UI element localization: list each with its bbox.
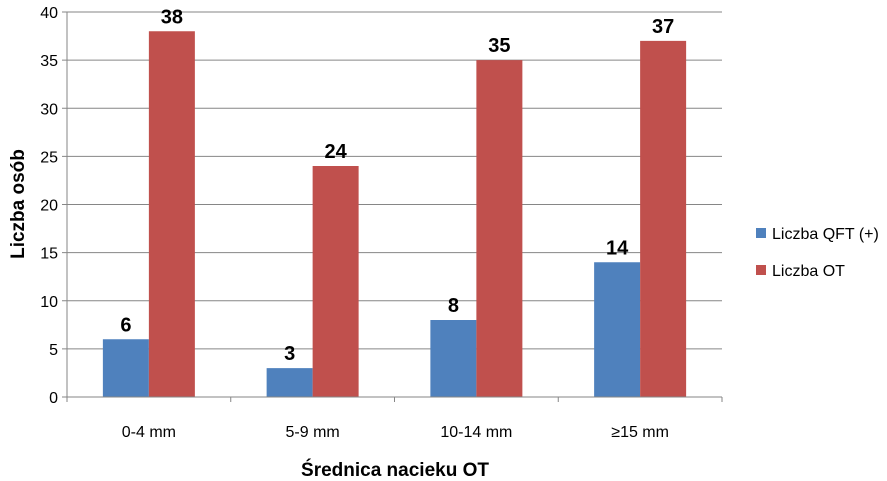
legend-swatch: [756, 228, 766, 238]
y-tick-label: 40: [40, 5, 58, 22]
data-label: 14: [606, 237, 629, 259]
y-axis-title: Liczba osób: [8, 149, 29, 259]
bar-qft: [594, 262, 641, 397]
x-tick-label: 10-14 mm: [440, 424, 512, 441]
y-tick-label: 35: [40, 53, 58, 70]
y-tick-label: 10: [40, 294, 58, 311]
y-tick-label: 5: [49, 342, 58, 359]
x-tick-label: ≥15 mm: [611, 424, 669, 441]
data-label: 8: [448, 295, 459, 317]
data-label: 24: [325, 141, 348, 163]
bar-qft: [102, 339, 149, 397]
x-tick-label: 0-4 mm: [122, 424, 176, 441]
data-label: 35: [488, 35, 510, 57]
bar-qft: [430, 320, 477, 397]
bar-ot: [640, 40, 687, 397]
x-axis-title: Średnica nacieku OT: [301, 459, 489, 481]
y-tick-label: 30: [40, 101, 58, 118]
y-tick-label: 15: [40, 246, 58, 263]
data-label: 3: [284, 343, 295, 365]
data-label: 38: [161, 6, 183, 28]
y-tick-label: 25: [40, 149, 58, 166]
y-tick-label: 0: [49, 390, 58, 407]
bars: [102, 31, 687, 397]
bar-ot: [312, 166, 359, 397]
data-labels: 6 38 3 24 8 35 14 37: [120, 6, 674, 365]
bar-ot: [148, 31, 195, 397]
legend-label: Liczba QFT (+): [772, 226, 879, 243]
data-label: 37: [652, 16, 674, 38]
y-axis-ticks: 0 5 10 15 20 25 30 35 40: [40, 5, 67, 407]
bar-qft: [266, 368, 313, 397]
legend-label: Liczba OT: [772, 263, 845, 280]
y-tick-label: 20: [40, 198, 58, 215]
legend-swatch: [756, 265, 766, 275]
data-label: 6: [120, 314, 131, 336]
bar-ot: [476, 60, 523, 397]
x-tick-label: 5-9 mm: [286, 424, 340, 441]
legend: Liczba QFT (+) Liczba OT: [756, 226, 879, 280]
x-axis-ticks: 0-4 mm 5-9 mm 10-14 mm ≥15 mm: [66, 397, 723, 441]
